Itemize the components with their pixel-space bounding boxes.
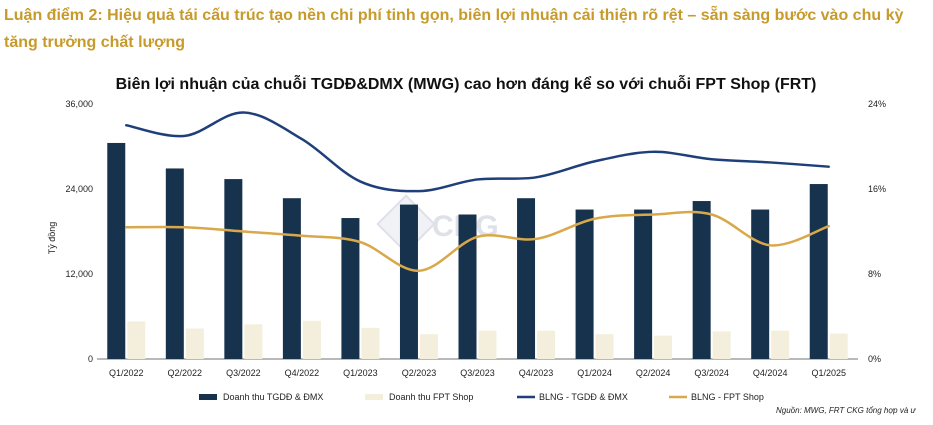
bar-frt-revenue	[537, 330, 556, 359]
bar-frt-revenue	[185, 328, 204, 359]
y2-tick-label: 16%	[868, 184, 886, 194]
y-tick-label: 36,000	[65, 99, 93, 109]
bar-mwg-revenue	[809, 184, 828, 359]
bars-group	[107, 142, 848, 359]
x-tick-label: Q1/2022	[109, 368, 144, 378]
x-tick-label: Q2/2023	[402, 368, 437, 378]
bar-mwg-revenue	[282, 198, 301, 359]
bar-mwg-revenue	[458, 214, 477, 359]
page-heading: Luận điểm 2: Hiệu quả tái cấu trúc tạo n…	[4, 7, 904, 51]
bar-mwg-revenue	[399, 204, 418, 359]
x-tick-label: Q1/2024	[577, 368, 612, 378]
bar-frt-revenue	[127, 321, 146, 359]
y-tick-label: 24,000	[65, 184, 93, 194]
x-tick-label: Q2/2022	[168, 368, 203, 378]
source-note: Nguồn: MWG, FRT CKG tổng hợp và ư	[776, 406, 917, 415]
y-axis-label: Tỷ đồng	[47, 222, 57, 255]
bar-frt-revenue	[654, 335, 673, 359]
bar-mwg-revenue	[634, 209, 653, 359]
lines-group	[125, 111, 830, 273]
bar-mwg-revenue	[692, 201, 711, 359]
bar-mwg-revenue	[751, 209, 770, 359]
x-tick-label: Q1/2023	[343, 368, 378, 378]
bar-mwg-revenue	[107, 142, 126, 359]
legend-label-frt-revenue: Doanh thu FPT Shop	[389, 392, 473, 402]
bar-frt-revenue	[829, 333, 848, 359]
x-tick-label: Q4/2024	[753, 368, 788, 378]
y2-tick-label: 0%	[868, 354, 881, 364]
x-tick-label: Q4/2023	[519, 368, 554, 378]
bar-frt-revenue	[771, 330, 790, 359]
bar-mwg-revenue	[224, 179, 243, 359]
bar-frt-revenue	[361, 327, 380, 359]
legend-swatch-frt-revenue	[365, 394, 383, 400]
bar-frt-revenue	[244, 324, 263, 359]
chart-title: Biên lợi nhuận của chuỗi TGDĐ&DMX (MWG) …	[116, 74, 817, 93]
watermark: CKG	[376, 194, 499, 254]
legend-label-mwg-margin: BLNG - TGDĐ & ĐMX	[539, 392, 628, 402]
x-tick-label: Q3/2023	[460, 368, 495, 378]
x-tick-label: Q3/2024	[694, 368, 729, 378]
line-mwg-margin	[125, 111, 830, 193]
y-axis-right: 0% 8% 16% 24%	[868, 99, 886, 364]
bar-mwg-revenue	[341, 218, 360, 359]
legend-label-frt-margin: BLNG - FPT Shop	[691, 392, 764, 402]
x-tick-label: Q2/2024	[636, 368, 671, 378]
legend: Doanh thu TGDĐ & ĐMX Doanh thu FPT Shop …	[199, 392, 764, 402]
bar-frt-revenue	[302, 320, 321, 359]
x-tick-label: Q4/2022	[285, 368, 320, 378]
bar-frt-revenue	[419, 334, 438, 359]
bar-frt-revenue	[712, 331, 731, 359]
legend-label-mwg-revenue: Doanh thu TGDĐ & ĐMX	[223, 392, 323, 402]
y-axis-left: 0 12,000 24,000 36,000	[65, 99, 93, 364]
bar-mwg-revenue	[575, 209, 594, 359]
bar-mwg-revenue	[165, 168, 184, 359]
y2-tick-label: 8%	[868, 269, 881, 279]
legend-swatch-mwg-revenue	[199, 394, 217, 400]
x-axis: Q1/2022 Q2/2022 Q3/2022 Q4/2022 Q1/2023 Q2/20…	[109, 368, 846, 378]
bar-frt-revenue	[478, 330, 497, 359]
line-frt-margin	[125, 210, 830, 273]
y-tick-label: 0	[88, 354, 93, 364]
y2-tick-label: 24%	[868, 99, 886, 109]
bar-frt-revenue	[595, 334, 614, 359]
y-tick-label: 12,000	[65, 269, 93, 279]
x-tick-label: Q3/2022	[226, 368, 261, 378]
x-tick-label: Q1/2025	[811, 368, 846, 378]
bar-mwg-revenue	[517, 198, 536, 359]
